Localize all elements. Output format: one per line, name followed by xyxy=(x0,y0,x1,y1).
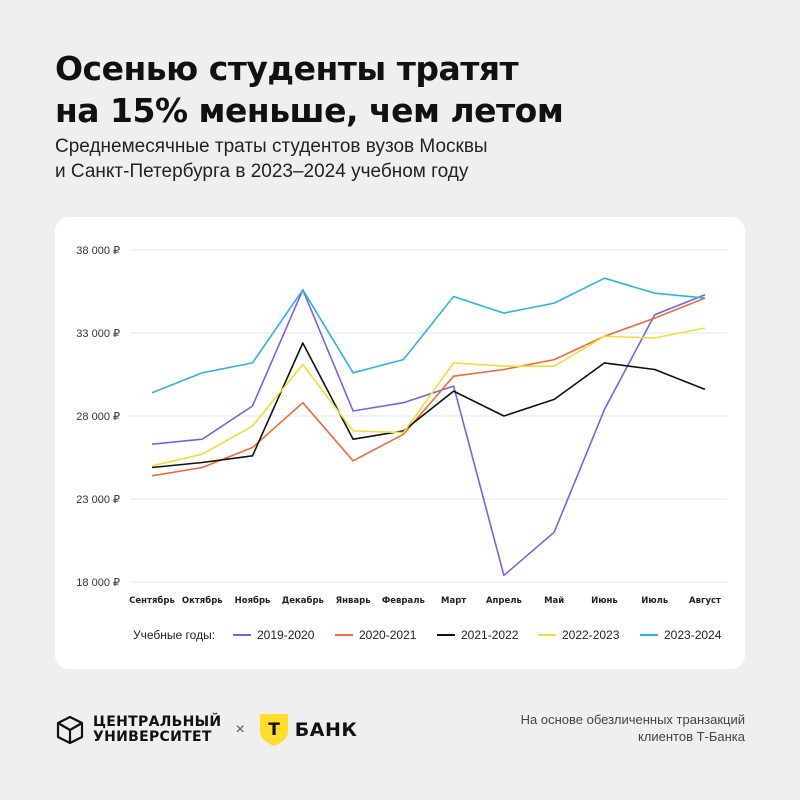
legend-label: 2023-2024 xyxy=(664,628,722,642)
tbank-shield-letter: Т xyxy=(268,720,280,740)
series-line-2022-2023 xyxy=(151,327,706,467)
line-chart: 18 000 ₽ 23 000 ₽ 28 000 ₽ 33 000 ₽ 38 000 ₽… xyxy=(76,245,727,642)
x-tick-label: Октябрь xyxy=(182,595,223,606)
legend-title: Учебные годы: xyxy=(133,628,215,642)
subtitle-line-1: Среднемесячные траты студентов вузов Мос… xyxy=(55,136,488,157)
tbank-logo-text: БАНК xyxy=(294,719,358,741)
x-tick-label: Декабрь xyxy=(282,595,324,606)
legend-label: 2021-2022 xyxy=(461,628,519,642)
x-tick-label: Ноябрь xyxy=(235,595,271,606)
y-tick-label: 18 000 ₽ xyxy=(76,577,120,589)
source-line-2: клиентов Т-Банка xyxy=(637,729,745,744)
page-subtitle: Среднемесячные траты студентов вузов Мос… xyxy=(55,134,755,184)
tbank-shield-icon: Т xyxy=(259,714,288,746)
title-line-1: Осенью студенты тратят xyxy=(55,49,519,88)
x-tick-label: Февраль xyxy=(382,596,425,606)
x-tick-label: Май xyxy=(544,596,564,606)
chart-card: 18 000 ₽ 23 000 ₽ 28 000 ₽ 33 000 ₽ 38 000 ₽… xyxy=(55,217,745,669)
x-tick-label: Июль xyxy=(641,596,668,606)
legend-label: 2022-2023 xyxy=(562,628,620,642)
footer-logos: ЦЕНТРАЛЬНЫЙ УНИВЕРСИТЕТ × Т БАНК xyxy=(55,710,357,750)
y-tick-label: 38 000 ₽ xyxy=(76,245,120,257)
x-tick-label: Январь xyxy=(336,596,371,606)
series-line-2020-2021 xyxy=(151,297,706,477)
times-sign: × xyxy=(235,721,245,738)
x-tick-label: Июнь xyxy=(591,596,618,606)
series-line-2021-2022 xyxy=(151,342,706,469)
x-tick-label: Апрель xyxy=(486,596,522,606)
cu-line-1: ЦЕНТРАЛЬНЫЙ xyxy=(93,714,222,730)
series-line-2019-2020 xyxy=(151,289,706,577)
x-tick-label: Сентябрь xyxy=(129,595,175,606)
y-tick-label: 28 000 ₽ xyxy=(76,411,120,423)
cu-line-2: УНИВЕРСИТЕТ xyxy=(93,729,212,745)
legend-label: 2020-2021 xyxy=(359,628,417,642)
y-tick-label: 23 000 ₽ xyxy=(76,494,120,506)
source-note: На основе обезличенных транзакций клиент… xyxy=(445,711,745,745)
central-university-logo-icon xyxy=(56,715,84,745)
central-university-logo-text: ЦЕНТРАЛЬНЫЙ УНИВЕРСИТЕТ xyxy=(93,715,221,745)
x-tick-label: Март xyxy=(441,596,466,606)
x-tick-label: Август xyxy=(689,596,721,606)
series-line-2023-2024 xyxy=(151,277,706,394)
legend-label: 2019-2020 xyxy=(257,628,315,642)
subtitle-line-2: и Санкт-Петербурга в 2023–2024 учебном г… xyxy=(55,161,469,182)
title-line-2: на 15% меньше, чем летом xyxy=(55,91,564,130)
y-tick-label: 33 000 ₽ xyxy=(76,328,120,340)
page-title: Осенью студенты тратят на 15% меньше, че… xyxy=(55,48,755,132)
source-line-1: На основе обезличенных транзакций xyxy=(520,712,745,727)
